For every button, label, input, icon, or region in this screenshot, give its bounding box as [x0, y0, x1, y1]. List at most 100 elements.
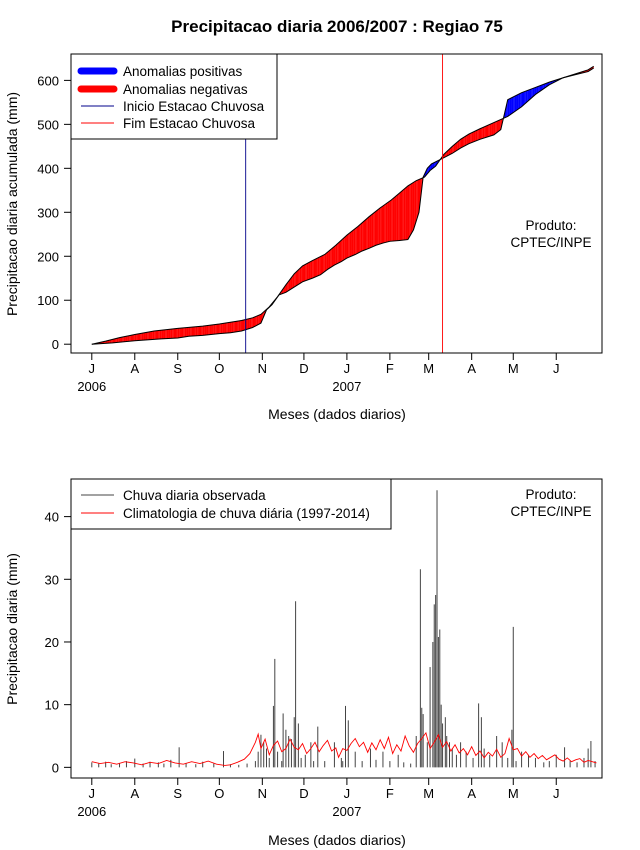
- anomaly-positive-segment: [536, 86, 539, 94]
- bottom-x-tick-label: O: [214, 786, 224, 801]
- anomaly-positive-segment: [431, 163, 433, 170]
- anomaly-negative-segment: [381, 205, 384, 244]
- anomaly-negative-segment: [217, 323, 220, 334]
- anomaly-negative-segment: [287, 281, 289, 292]
- anomaly-positive-segment: [509, 98, 511, 116]
- anomaly-negative-segment: [357, 225, 360, 254]
- anomaly-negative-segment: [187, 327, 189, 337]
- anomaly-positive-segment: [513, 96, 515, 113]
- anomaly-negative-segment: [215, 324, 217, 335]
- anomaly-negative-segment: [412, 182, 414, 233]
- anomaly-positive-segment: [520, 92, 522, 108]
- anomaly-negative-segment: [474, 130, 476, 142]
- product-label-bottom-line-1: Produto:: [525, 487, 576, 502]
- anomaly-negative-segment: [317, 257, 320, 276]
- anomaly-negative-segment: [356, 226, 359, 254]
- anomaly-negative-segment: [488, 124, 490, 137]
- bottom-y-tick-label: 30: [45, 572, 59, 587]
- legend-label-season-end: Fim Estacao Chuvosa: [123, 116, 256, 131]
- anomaly-negative-segment: [478, 128, 481, 140]
- top-x-tick-label: M: [508, 361, 519, 376]
- anomaly-negative-segment: [242, 319, 245, 331]
- anomaly-negative-segment: [389, 199, 392, 242]
- anomaly-negative-segment: [163, 329, 166, 339]
- anomaly-positive-segment: [541, 84, 543, 91]
- anomaly-negative-segment: [240, 320, 242, 332]
- anomaly-positive-segment: [535, 86, 537, 95]
- anomaly-negative-segment: [190, 327, 192, 337]
- anomaly-negative-segment: [377, 209, 379, 245]
- anomaly-negative-segment: [233, 321, 235, 333]
- anomaly-positive-segment: [514, 95, 517, 112]
- anomaly-negative-segment: [342, 237, 345, 261]
- anomaly-negative-segment: [455, 142, 457, 152]
- anomaly-positive-segment: [518, 93, 521, 109]
- bottom-x-year-label: 2007: [332, 804, 361, 819]
- anomaly-negative-segment: [259, 314, 262, 324]
- anomaly-negative-segment: [459, 139, 461, 149]
- anomaly-negative-segment: [147, 332, 149, 340]
- anomaly-negative-segment: [112, 339, 115, 343]
- anomaly-negative-segment: [405, 187, 407, 240]
- observed-cumulative-line: [91, 67, 594, 345]
- anomaly-negative-segment: [204, 325, 206, 336]
- anomaly-negative-segment: [115, 338, 117, 343]
- anomaly-negative-segment: [303, 264, 306, 282]
- anomaly-positive-segment: [525, 90, 528, 104]
- anomaly-negative-segment: [174, 328, 177, 339]
- anomaly-negative-segment: [333, 246, 335, 266]
- bottom-x-tick-label: M: [508, 786, 519, 801]
- anomaly-negative-segment: [169, 329, 171, 339]
- anomaly-negative-segment: [158, 330, 160, 340]
- anomaly-negative-segment: [154, 330, 156, 340]
- legend-label-observed: Chuva diaria observada: [123, 488, 266, 503]
- anomaly-positive-segment: [517, 94, 519, 110]
- anomaly-negative-segment: [122, 336, 124, 342]
- anomaly-negative-segment: [302, 265, 304, 282]
- anomaly-negative-segment: [308, 262, 310, 280]
- anomaly-negative-segment: [348, 232, 350, 258]
- anomaly-negative-segment: [227, 322, 230, 333]
- anomaly-negative-segment: [328, 249, 331, 269]
- anomaly-negative-segment: [231, 321, 234, 333]
- anomaly-negative-segment: [140, 333, 142, 341]
- anomaly-negative-segment: [258, 314, 260, 325]
- anomaly-negative-segment: [134, 334, 137, 341]
- anomaly-negative-segment: [373, 212, 375, 247]
- anomaly-negative-segment: [137, 333, 139, 341]
- anomaly-negative-segment: [403, 188, 406, 240]
- daily-panel: J A S O N D J F M A M J 2006 2007 0 10 20 30 40 Meses (dad…: [4, 478, 603, 848]
- anomaly-negative-segment: [186, 327, 188, 337]
- anomaly-negative-segment: [460, 138, 463, 149]
- anomaly-negative-segment: [292, 273, 295, 288]
- bottom-x-tick-label: M: [423, 786, 434, 801]
- anomaly-negative-segment: [414, 180, 417, 226]
- bottom-x-axis-label: Meses (dados diarios): [268, 832, 406, 848]
- climatology-cumulative-line: [91, 65, 594, 345]
- product-label-line-2: CPTEC/INPE: [510, 235, 591, 250]
- top-x-tick-label: J: [553, 361, 560, 376]
- anomaly-negative-segment: [126, 335, 128, 342]
- anomaly-negative-segment: [341, 238, 343, 262]
- anomaly-negative-segment: [321, 255, 324, 274]
- anomaly-negative-segment: [394, 196, 396, 241]
- anomaly-negative-segment: [364, 219, 367, 250]
- anomaly-negative-segment: [416, 180, 418, 222]
- anomaly-negative-segment: [155, 330, 158, 340]
- anomaly-negative-segment: [113, 338, 116, 343]
- anomaly-negative-segment: [220, 323, 223, 334]
- anomaly-negative-segment: [384, 203, 386, 243]
- anomaly-negative-segment: [199, 326, 202, 336]
- anomaly-negative-segment: [184, 327, 187, 337]
- anomaly-negative-segment: [241, 320, 243, 332]
- anomaly-negative-segment: [391, 198, 393, 242]
- anomaly-negative-segment: [237, 320, 239, 332]
- anomaly-negative-segment: [248, 318, 250, 329]
- anomaly-negative-segment: [143, 332, 145, 341]
- legend-label-climatology: Climatologia de chuva diária (1997-2014): [123, 506, 370, 521]
- anomaly-negative-segment: [334, 245, 336, 266]
- anomaly-negative-segment: [399, 191, 402, 241]
- anomaly-negative-segment: [466, 134, 468, 146]
- anomaly-negative-segment: [335, 244, 338, 265]
